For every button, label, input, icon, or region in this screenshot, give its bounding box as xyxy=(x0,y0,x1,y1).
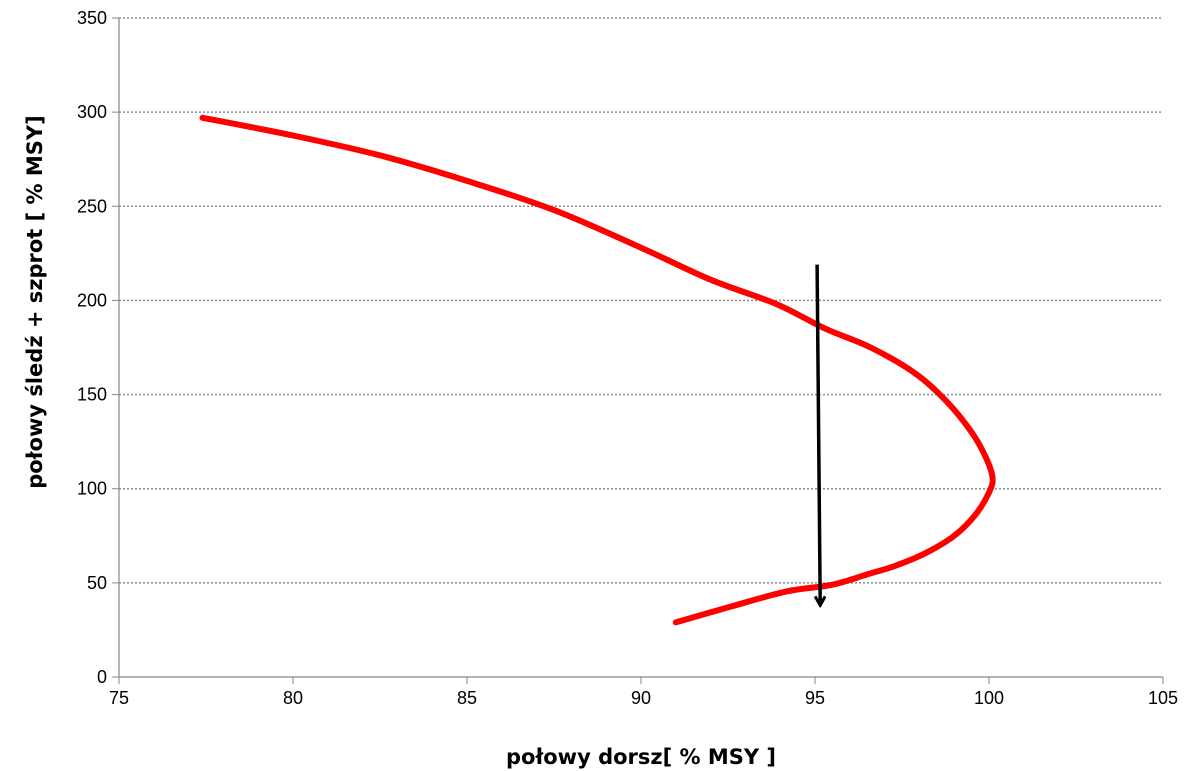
axes xyxy=(112,17,1164,684)
y-tick-label-350: 350 xyxy=(77,8,107,28)
y-tick-label-100: 100 xyxy=(77,479,107,499)
series-layer xyxy=(199,114,996,626)
annotation-layer xyxy=(817,264,820,605)
y-tick-label-250: 250 xyxy=(77,196,107,216)
x-tick-label-85: 85 xyxy=(457,688,477,708)
arrow-annotation-0 xyxy=(817,264,820,605)
x-axis-title: połowy dorsz[ % MSY ] xyxy=(506,745,776,769)
x-tick-label-80: 80 xyxy=(283,688,303,708)
y-tick-label-0: 0 xyxy=(97,667,107,687)
x-tick-labels: 75 80 85 90 95 100 105 xyxy=(109,688,1178,708)
y-tick-label-50: 50 xyxy=(87,573,107,593)
x-tick-label-100: 100 xyxy=(974,688,1004,708)
gridlines xyxy=(119,17,1163,584)
y-tick-label-150: 150 xyxy=(77,385,107,405)
y-tick-label-200: 200 xyxy=(77,290,107,310)
y-axis-title: połowy śledź + szprot [ % MSY] xyxy=(23,115,47,488)
series-line-0 xyxy=(199,114,996,626)
x-tick-label-75: 75 xyxy=(109,688,129,708)
y-tick-label-300: 300 xyxy=(77,102,107,122)
x-tick-label-105: 105 xyxy=(1148,688,1178,708)
x-tick-label-95: 95 xyxy=(805,688,825,708)
y-tick-labels: 0 50 100 150 200 250 300 350 xyxy=(77,8,107,687)
x-tick-label-90: 90 xyxy=(631,688,651,708)
